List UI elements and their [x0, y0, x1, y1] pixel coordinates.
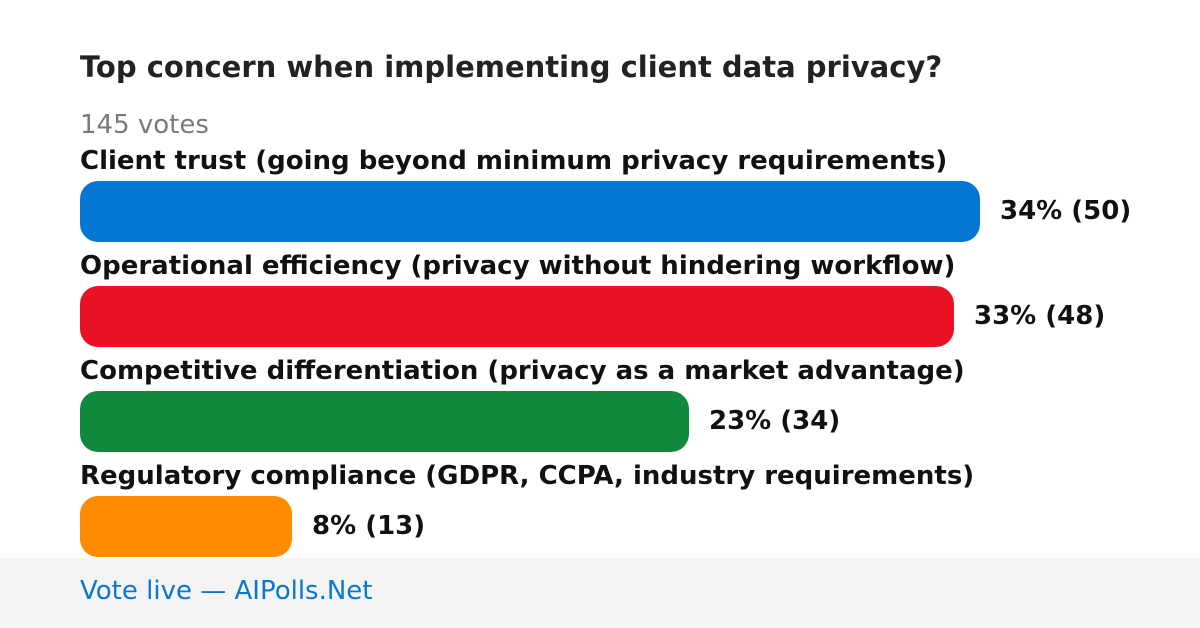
- poll-option-regulatory-compliance: Regulatory compliance (GDPR, CCPA, indus…: [80, 458, 1180, 563]
- bar-track-competitive-differentiation: [80, 391, 980, 452]
- bar-track-regulatory-compliance: [80, 496, 980, 557]
- bar-track-operational-efficiency: [80, 286, 980, 347]
- bar-regulatory-compliance: [80, 496, 292, 557]
- bar-client-trust: [80, 181, 980, 242]
- vote-count: 145 votes: [80, 110, 209, 140]
- option-label-competitive-differentiation: Competitive differentiation (privacy as …: [80, 356, 965, 386]
- bar-operational-efficiency: [80, 286, 954, 347]
- vote-live-link[interactable]: Vote live — AIPolls.Net: [80, 576, 373, 606]
- option-label-client-trust: Client trust (going beyond minimum priva…: [80, 146, 948, 176]
- poll-option-client-trust: Client trust (going beyond minimum priva…: [80, 143, 1180, 248]
- bar-value-competitive-differentiation: 23% (34): [709, 406, 841, 436]
- poll-option-operational-efficiency: Operational efficiency (privacy without …: [80, 248, 1180, 353]
- footer-bar: Vote live — AIPolls.Net: [0, 558, 1200, 628]
- bar-competitive-differentiation: [80, 391, 689, 452]
- poll-option-competitive-differentiation: Competitive differentiation (privacy as …: [80, 353, 1180, 458]
- option-label-operational-efficiency: Operational efficiency (privacy without …: [80, 251, 956, 281]
- bar-track-client-trust: [80, 181, 980, 242]
- bar-value-client-trust: 34% (50): [1000, 196, 1132, 226]
- bar-value-operational-efficiency: 33% (48): [974, 301, 1106, 331]
- bar-value-regulatory-compliance: 8% (13): [312, 511, 426, 541]
- poll-question-title: Top concern when implementing client dat…: [80, 50, 943, 84]
- option-label-regulatory-compliance: Regulatory compliance (GDPR, CCPA, indus…: [80, 461, 975, 491]
